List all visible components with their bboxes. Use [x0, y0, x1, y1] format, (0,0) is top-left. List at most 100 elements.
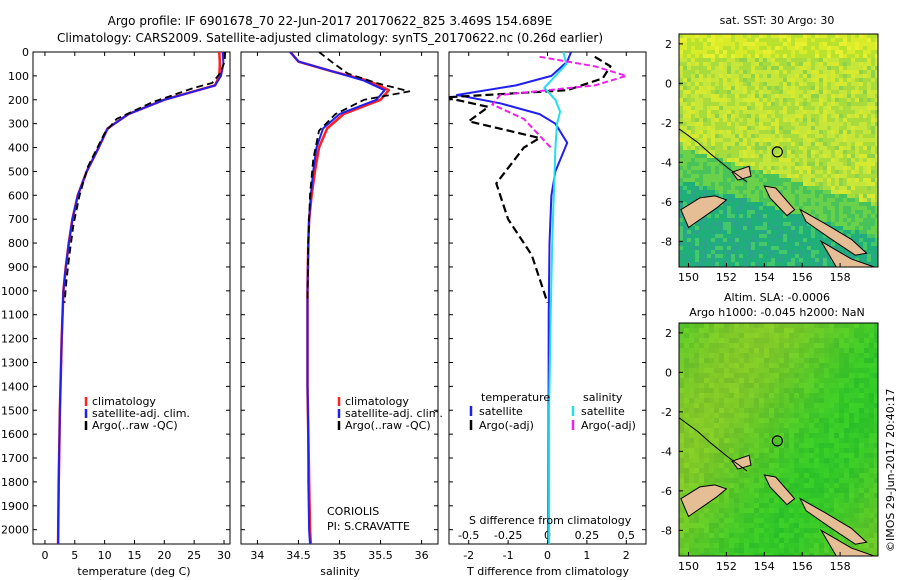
map-cell	[734, 338, 739, 343]
map-cell	[689, 523, 694, 528]
map-cell	[807, 142, 811, 146]
map-cell	[703, 194, 707, 198]
map-cell	[719, 94, 723, 98]
map-cell	[759, 428, 764, 433]
map-cell	[859, 214, 863, 218]
map-cell	[684, 393, 689, 398]
map-cell	[871, 214, 875, 218]
map-cell	[715, 254, 719, 258]
map-cell	[851, 154, 855, 158]
map-cell	[795, 246, 799, 250]
map-cell	[699, 523, 704, 528]
map-cell	[769, 488, 774, 493]
map-cell	[723, 238, 727, 242]
map-cell	[799, 134, 803, 138]
map-cell	[847, 82, 851, 86]
map-cell	[847, 162, 851, 166]
map-cell	[795, 42, 799, 46]
map-cell	[847, 94, 851, 98]
map-cell	[827, 58, 831, 62]
map-cell	[859, 533, 864, 538]
map-cell	[683, 230, 687, 234]
map-cell	[875, 134, 878, 138]
map-cell	[875, 82, 878, 86]
map-cell	[795, 154, 799, 158]
map-cell	[734, 428, 739, 433]
map-cell	[735, 218, 739, 222]
map-cell	[809, 418, 814, 423]
map-cell	[714, 373, 719, 378]
map-cell	[731, 58, 735, 62]
map-cell	[771, 178, 775, 182]
map-cell	[807, 54, 811, 58]
map-cell	[684, 443, 689, 448]
map-cell	[719, 138, 723, 142]
dynamic-layer: 0100200300400500600700800900100011001200…	[1, 33, 879, 573]
map-cell	[679, 433, 684, 438]
map-cell	[774, 423, 779, 428]
map-cell	[815, 134, 819, 138]
map-cell	[864, 418, 869, 423]
map-cell	[827, 102, 831, 106]
map-cell	[791, 142, 795, 146]
map-cell	[755, 82, 759, 86]
map-cell	[791, 42, 795, 46]
map-cell	[775, 110, 779, 114]
map-cell	[799, 42, 803, 46]
map-cell	[835, 94, 839, 98]
map-cell	[811, 230, 815, 234]
map-cell	[739, 428, 744, 433]
map-cell	[679, 368, 684, 373]
map-cell	[815, 110, 819, 114]
map-cell	[699, 114, 703, 118]
map-cell	[803, 254, 807, 258]
map-cell	[819, 54, 823, 58]
map-cell	[683, 50, 687, 54]
map-cell	[719, 262, 723, 266]
map-cell	[695, 130, 699, 134]
map-cell	[864, 493, 869, 498]
map-cell	[699, 468, 704, 473]
map-cell	[719, 166, 723, 170]
map-cell	[839, 202, 843, 206]
map-cell	[743, 158, 747, 162]
map-cell	[714, 413, 719, 418]
map-cell	[699, 38, 703, 42]
map-cell	[749, 423, 754, 428]
map-cell	[875, 70, 878, 74]
map-cell	[764, 438, 769, 443]
map-cell	[727, 162, 731, 166]
map-cell	[831, 50, 835, 54]
map-cell	[843, 190, 847, 194]
map-cell	[867, 238, 871, 242]
map-cell	[767, 66, 771, 70]
map-cell	[839, 154, 843, 158]
map-cell	[719, 206, 723, 210]
map-cell	[814, 428, 819, 433]
map-cell	[795, 54, 799, 58]
map-cell	[764, 428, 769, 433]
map-cell	[703, 250, 707, 254]
map-cell	[714, 528, 719, 533]
map-cell	[703, 174, 707, 178]
map-cell	[829, 378, 834, 383]
map-cell	[747, 158, 751, 162]
map-cell	[734, 503, 739, 508]
map-cell	[803, 246, 807, 250]
map-cell	[823, 214, 827, 218]
map-cell	[683, 106, 687, 110]
map-cell	[843, 250, 847, 254]
map-cell	[803, 154, 807, 158]
map-cell	[687, 166, 691, 170]
map-cell	[827, 242, 831, 246]
map-cell	[759, 166, 763, 170]
map-cell	[769, 533, 774, 538]
map-cell	[724, 428, 729, 433]
map-cell	[755, 226, 759, 230]
map-cell	[795, 86, 799, 90]
map-cell	[759, 102, 763, 106]
map-cell	[704, 378, 709, 383]
map-cell	[774, 408, 779, 413]
map-cell	[774, 508, 779, 513]
map-cell	[759, 478, 764, 483]
